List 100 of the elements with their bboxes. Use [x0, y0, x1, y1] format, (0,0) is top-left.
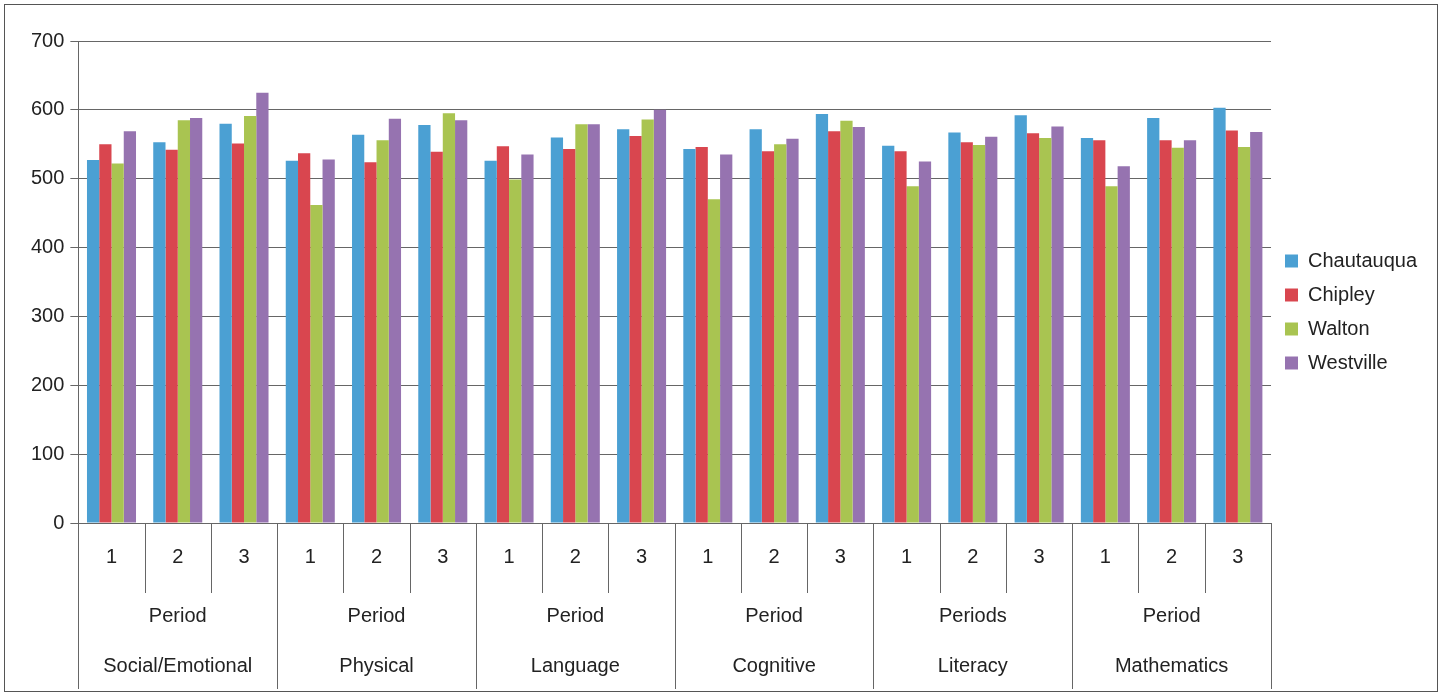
bar: [1159, 140, 1172, 523]
x-tick-label: 3: [834, 544, 846, 567]
bar: [749, 129, 762, 523]
text: Period: [546, 603, 605, 626]
bar: [219, 123, 232, 523]
bar: [322, 159, 335, 523]
bar: [761, 151, 775, 523]
bar: [1093, 140, 1106, 523]
x-tick-label: 1: [901, 544, 913, 567]
bar: [496, 146, 510, 523]
bar: [1147, 118, 1160, 523]
x-tick-label: 1: [105, 544, 118, 567]
bar: [99, 144, 112, 523]
bar: [285, 160, 299, 523]
bar: [153, 142, 166, 523]
bar: [563, 149, 576, 523]
legend-label: Chautauqua: [1308, 248, 1418, 271]
x-tick-label: 3: [238, 544, 250, 567]
bar: [509, 179, 522, 523]
x-tick-label: 2: [172, 544, 184, 567]
bar: [587, 124, 600, 523]
x-tick-label: 3: [1232, 544, 1244, 567]
y-tick-label: 500: [30, 166, 65, 189]
bar: [985, 136, 998, 523]
bar: [695, 147, 708, 523]
text: Cognitive: [732, 653, 816, 676]
bar: [828, 131, 841, 523]
bar: [918, 161, 932, 523]
text: Period: [148, 603, 207, 626]
legend-label: Walton: [1308, 316, 1370, 339]
bar: [707, 199, 721, 523]
bar: [1080, 138, 1094, 523]
y-tick-label: 300: [30, 303, 65, 326]
bar: [521, 154, 534, 523]
legend-label: Chipley: [1308, 282, 1375, 305]
x-tick-label: 2: [1166, 544, 1178, 567]
x-tick-label: 3: [1033, 544, 1045, 567]
bar: [840, 120, 853, 523]
x-tick-label: 2: [569, 544, 581, 567]
bar: [1213, 107, 1226, 523]
bar: [364, 162, 377, 523]
x-tick-label: 1: [503, 544, 515, 567]
bar: [1117, 166, 1130, 523]
bar: [720, 154, 733, 523]
x-tick-label: 3: [437, 544, 449, 567]
y-tick-label: 400: [30, 235, 65, 258]
x-tick-label: 1: [304, 544, 316, 567]
bar: [852, 127, 865, 523]
bar: [256, 92, 269, 523]
bar: [653, 109, 667, 523]
bar: [376, 140, 389, 523]
text: Literacy: [937, 653, 1008, 676]
text: Period: [347, 603, 406, 626]
bar: [190, 118, 203, 523]
text: Periods: [938, 603, 1007, 626]
text: Period: [745, 603, 803, 626]
bar: [484, 160, 497, 523]
bar: [388, 118, 402, 523]
y-tick-label: 600: [30, 97, 65, 120]
bar: [815, 113, 829, 523]
bar: [641, 119, 654, 523]
bar: [683, 149, 696, 523]
bar: [786, 138, 799, 523]
bar: [629, 136, 642, 523]
bar: [352, 134, 365, 523]
bar: [1237, 147, 1251, 523]
y-tick-label: 100: [30, 441, 65, 464]
y-tick-label: 700: [30, 28, 65, 51]
bar: [455, 120, 468, 523]
y-tick-label: 200: [30, 372, 65, 395]
bar: [1225, 130, 1238, 523]
bar: [1026, 133, 1040, 523]
text: Period: [1142, 603, 1201, 626]
bar: [1171, 147, 1184, 523]
bar: [882, 145, 895, 523]
bar: [617, 129, 630, 523]
bar: [1039, 138, 1052, 523]
bar: [418, 125, 431, 523]
y-tick-label: 0: [53, 510, 65, 533]
text: Physical: [339, 653, 414, 676]
legend-label: Westville: [1308, 350, 1388, 373]
bar: [906, 186, 919, 523]
text: Mathematics: [1114, 653, 1229, 676]
bar: [244, 116, 257, 523]
x-tick-label: 1: [702, 544, 714, 567]
bar: [298, 153, 311, 523]
bar: [1250, 131, 1263, 523]
text: Social/Emotional: [103, 653, 253, 676]
bar: [575, 124, 588, 523]
bar: [972, 144, 986, 523]
bar: [86, 160, 100, 523]
x-tick-label: 2: [768, 544, 780, 567]
bar: [948, 132, 961, 523]
bar: [177, 120, 191, 523]
bar: [774, 144, 787, 523]
x-tick-label: 2: [967, 544, 979, 567]
text: Language: [530, 653, 620, 676]
x-tick-label: 3: [636, 544, 648, 567]
bar: [123, 131, 137, 523]
bar: [960, 142, 973, 523]
